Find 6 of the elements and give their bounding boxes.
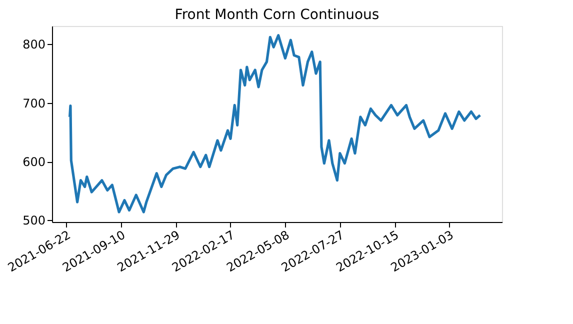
y-tick-label: 800 <box>22 38 46 52</box>
y-tick-label: 700 <box>22 96 46 110</box>
chart-title: Front Month Corn Continuous <box>174 7 380 23</box>
y-tick-label: 500 <box>22 214 46 228</box>
line-series <box>68 34 482 214</box>
y-tick-label: 600 <box>22 155 46 170</box>
